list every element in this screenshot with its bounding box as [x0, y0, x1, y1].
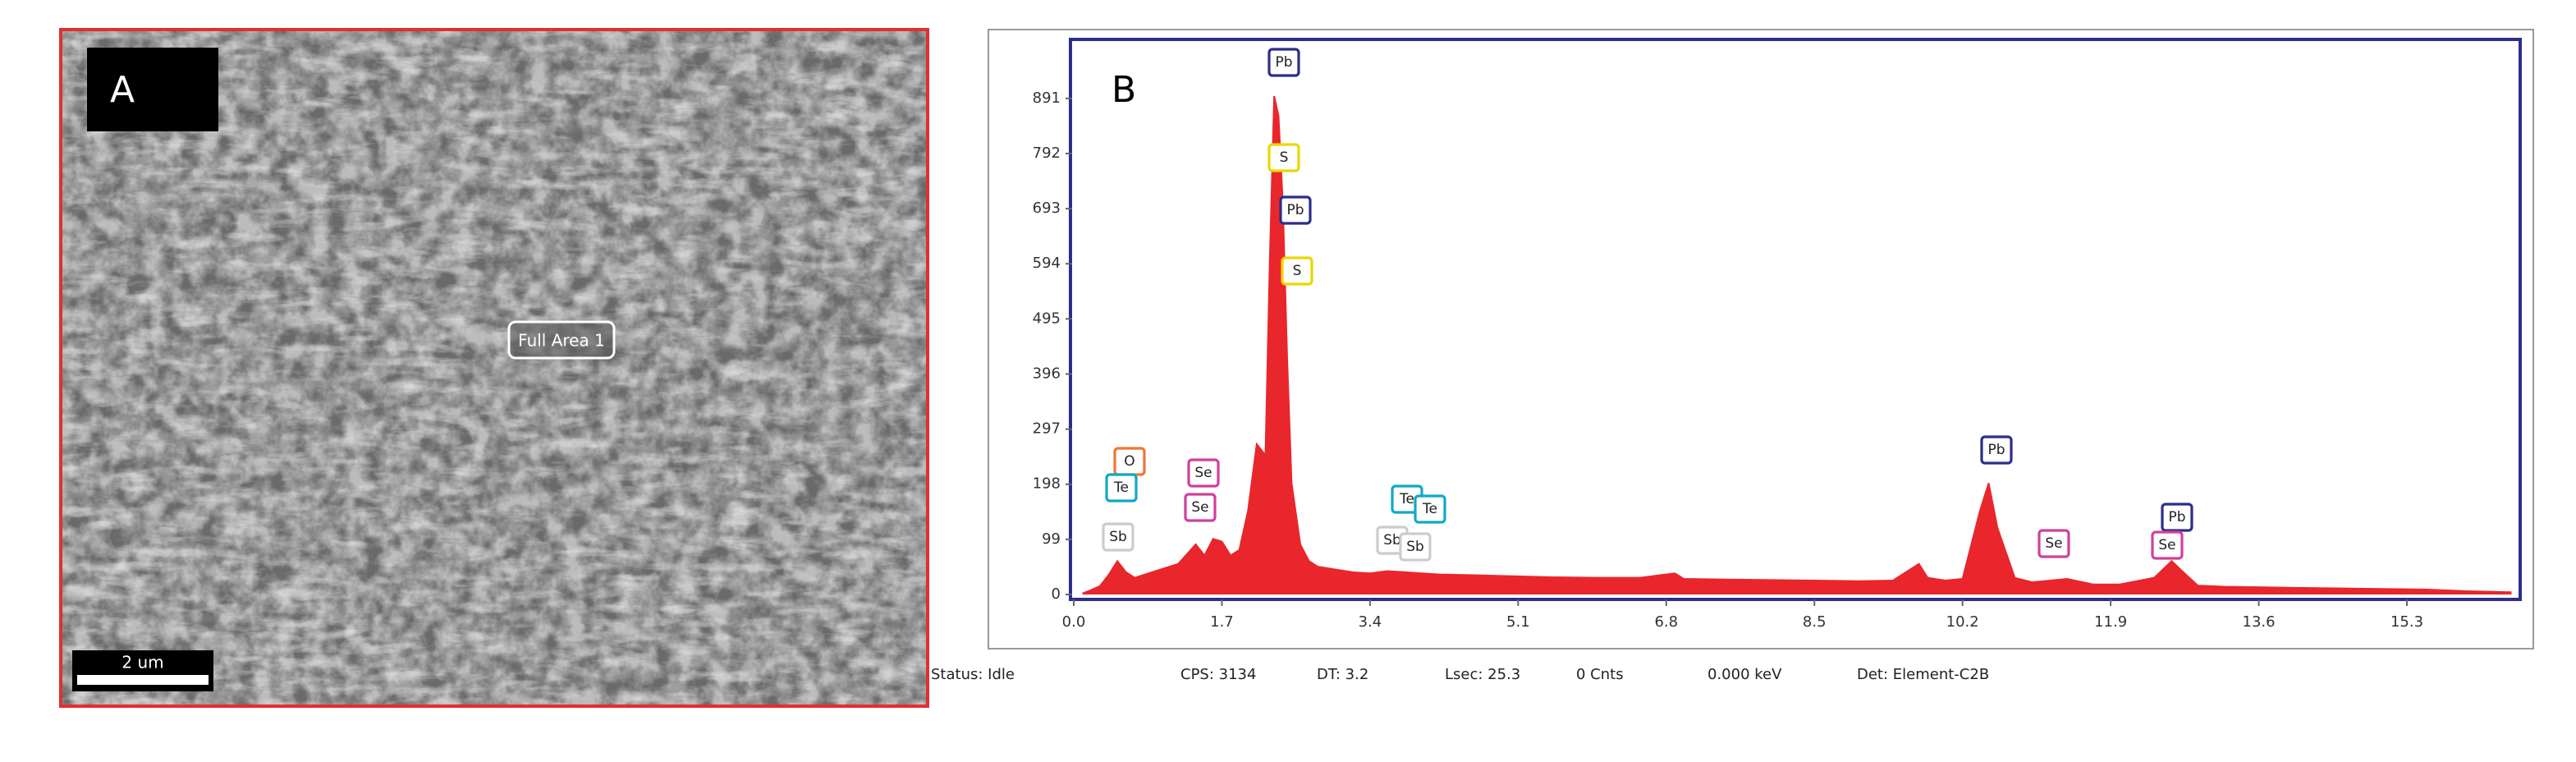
panel-label: B	[1112, 69, 1136, 111]
element-box	[1187, 458, 1220, 488]
status-text: Det: Element-C2B	[1857, 666, 1989, 683]
element-label: Se	[1194, 465, 1212, 481]
x-tick-label: 15.3	[2390, 613, 2423, 631]
panel-border	[59, 28, 929, 708]
y-tick-label: 891	[1033, 90, 1061, 107]
element-box	[2037, 529, 2070, 558]
x-tick-label: 11.9	[2094, 613, 2127, 631]
y-tick-label: 0	[1052, 585, 1061, 603]
y-tick-label: 594	[1033, 255, 1061, 272]
element-label: Se	[2158, 537, 2175, 553]
status-text: 0 Cnts	[1576, 666, 1624, 683]
element-box	[1399, 532, 1432, 562]
element-label: Sb	[1383, 532, 1401, 549]
element-label: Te	[1422, 501, 1437, 517]
element-label: Pb	[1286, 202, 1304, 218]
x-tick-label: 6.8	[1654, 613, 1678, 631]
y-tick-label: 396	[1033, 365, 1061, 382]
spectrum-line	[1082, 95, 2512, 594]
element-box	[1105, 473, 1138, 503]
element-label: Pb	[2168, 509, 2185, 526]
element-label: Te	[1113, 480, 1129, 496]
x-tick-label: 0.0	[1062, 613, 1086, 631]
element-box	[1414, 494, 1446, 524]
element-label: S	[1293, 263, 1302, 279]
element-label: Pb	[1987, 442, 2005, 458]
element-box	[1980, 435, 2013, 465]
element-label: Se	[1191, 499, 1208, 516]
x-tick-label: 10.2	[1946, 613, 1979, 631]
x-tick-label: 5.1	[1506, 613, 1530, 631]
region-box	[507, 320, 616, 360]
element-label: Sb	[1109, 529, 1127, 545]
label-box	[87, 48, 218, 131]
element-box	[1184, 493, 1217, 522]
sem-texture	[61, 30, 928, 706]
status-text: CPS: 3134	[1180, 666, 1256, 683]
status-text: DT: 3.2	[1317, 666, 1368, 683]
element-box	[1267, 143, 1300, 172]
y-tick-label: 99	[1042, 530, 1061, 548]
y-tick-label: 792	[1033, 145, 1061, 162]
y-tick-label: 198	[1033, 475, 1061, 493]
y-tick-label: 495	[1033, 310, 1061, 327]
x-tick-label: 8.5	[1803, 613, 1827, 631]
element-box	[2161, 503, 2193, 532]
x-tick-label: 1.7	[1210, 613, 1234, 631]
element-label: Se	[2045, 535, 2062, 552]
element-box	[1281, 256, 1313, 286]
element-label: Te	[1399, 491, 1414, 507]
x-tick-label: 13.6	[2243, 613, 2276, 631]
status-text: Status: Idle	[931, 666, 1015, 683]
element-label: Pb	[1275, 54, 1292, 71]
y-tick-label: 693	[1033, 200, 1061, 217]
panel-label: A	[110, 69, 135, 111]
y-tick-label: 297	[1033, 420, 1061, 438]
x-tick-label: 3.4	[1359, 613, 1382, 631]
status-text: Lsec: 25.3	[1445, 666, 1520, 683]
element-label: S	[1280, 149, 1289, 166]
scale-bar	[77, 675, 209, 685]
element-label: Sb	[1406, 539, 1424, 555]
element-box	[2151, 530, 2184, 560]
element-label: O	[1124, 453, 1134, 470]
region-label: Full Area 1	[518, 331, 605, 351]
element-box	[1267, 48, 1300, 77]
status-text: 0.000 keV	[1707, 666, 1782, 683]
scale-label: 2 um	[121, 653, 163, 672]
element-box	[1102, 522, 1134, 552]
element-box	[1279, 195, 1312, 225]
